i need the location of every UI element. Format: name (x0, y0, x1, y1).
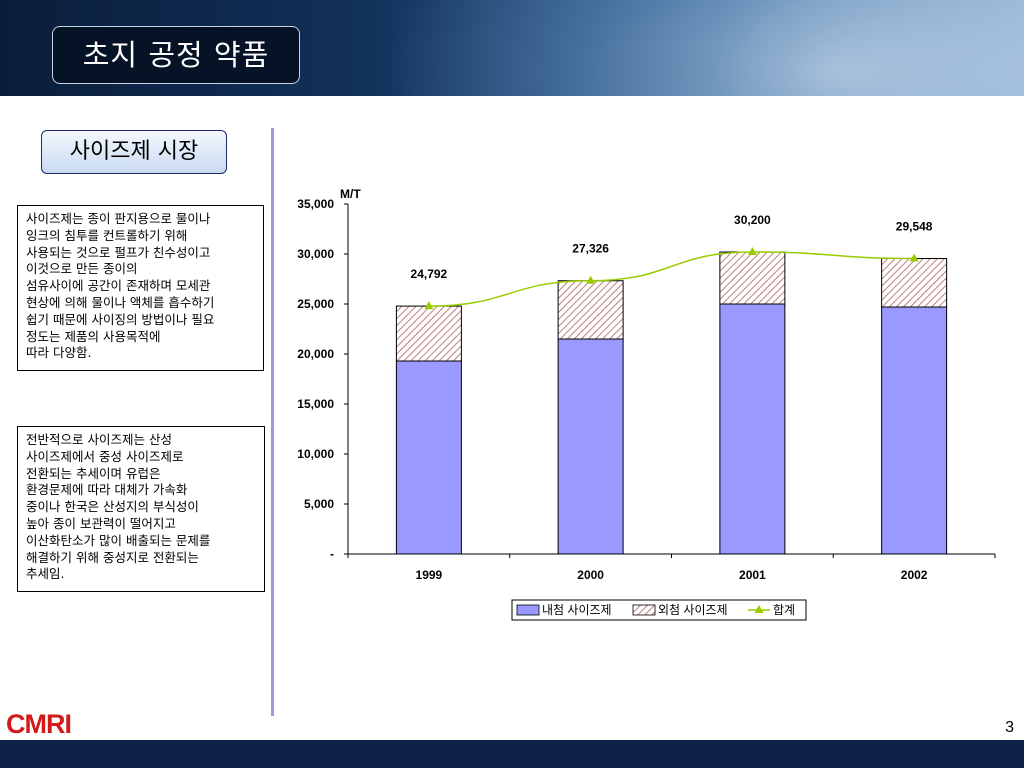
bar-internal-sizing (881, 306, 948, 555)
chart-legend: 내첨 사이즈제 외첨 사이즈제 합계 (511, 599, 807, 621)
x-axis: 1999 2000 2001 2002 (347, 553, 996, 582)
y-tick-label: 5,000 (304, 497, 334, 511)
legend-label-external: 외첨 사이즈제 (658, 603, 728, 617)
total-marker (424, 301, 434, 310)
globe-background-image (380, 0, 1024, 96)
footer-bar (0, 740, 1024, 768)
bar-internal-sizing (719, 303, 786, 555)
y-tick-label: 10,000 (297, 447, 334, 461)
section-subtitle: 사이즈제 시장 (41, 130, 227, 174)
y-axis: - 5,000 10,000 15,000 20,000 25,000 30,000 35,0… (297, 197, 349, 561)
legend-swatch-internal (516, 604, 540, 616)
total-line-group (424, 247, 919, 310)
y-tick-label: 15,000 (297, 397, 334, 411)
sizing-agent-market-chart: - 5,000 10,000 15,000 20,000 25,000 30,000 35,0… (297, 187, 996, 621)
bar-external-sizing (557, 280, 624, 340)
y-axis-unit-label: M/T (340, 187, 361, 201)
data-label-total: 27,326 (572, 242, 609, 256)
description-textbox-2: 전반적으로 사이즈제는 산성 사이즈제에서 중성 사이즈제로 전환되는 추세이며… (17, 426, 265, 592)
cmri-logo: CMRI (6, 709, 72, 738)
legend-swatch-external (632, 604, 656, 616)
bar-external-sizing (395, 305, 462, 362)
vertical-divider (271, 128, 274, 716)
bar-internal-sizing (557, 338, 624, 555)
legend-label-total: 합계 (773, 603, 795, 617)
slide-title: 초지 공정 약품 (52, 26, 300, 84)
x-tick-label: 1999 (416, 568, 443, 582)
y-tick-label: - (330, 547, 334, 561)
legend-label-internal: 내첨 사이즈제 (542, 603, 612, 617)
y-tick-label: 20,000 (297, 347, 334, 361)
x-tick-label: 2000 (577, 568, 604, 582)
total-marker (909, 253, 919, 262)
x-tick-label: 2001 (739, 568, 766, 582)
data-label-total: 24,792 (411, 267, 448, 281)
total-marker (586, 275, 596, 284)
x-tick-label: 2002 (901, 568, 928, 582)
y-tick-label: 35,000 (297, 197, 334, 211)
legend-marker-total (754, 605, 764, 613)
total-marker (747, 247, 757, 255)
bar-internal-sizing (395, 360, 462, 555)
data-label-total: 30,200 (734, 213, 771, 227)
bar-external-sizing (881, 258, 948, 308)
bar-external-sizing (719, 251, 786, 305)
page-number: 3 (1005, 719, 1014, 736)
y-tick-label: 25,000 (297, 297, 334, 311)
svg-text:CMRI: CMRI (6, 709, 71, 738)
description-textbox-1: 사이즈제는 종이 판지용으로 물이나 잉크의 침투를 컨트롤하기 위해 사용되는… (17, 205, 264, 371)
data-label-total: 29,548 (896, 220, 933, 234)
y-tick-label: 30,000 (297, 247, 334, 261)
bars-group (395, 251, 948, 555)
data-labels-group: 24,792 27,326 30,200 29,548 (411, 213, 933, 281)
total-line (428, 251, 915, 307)
